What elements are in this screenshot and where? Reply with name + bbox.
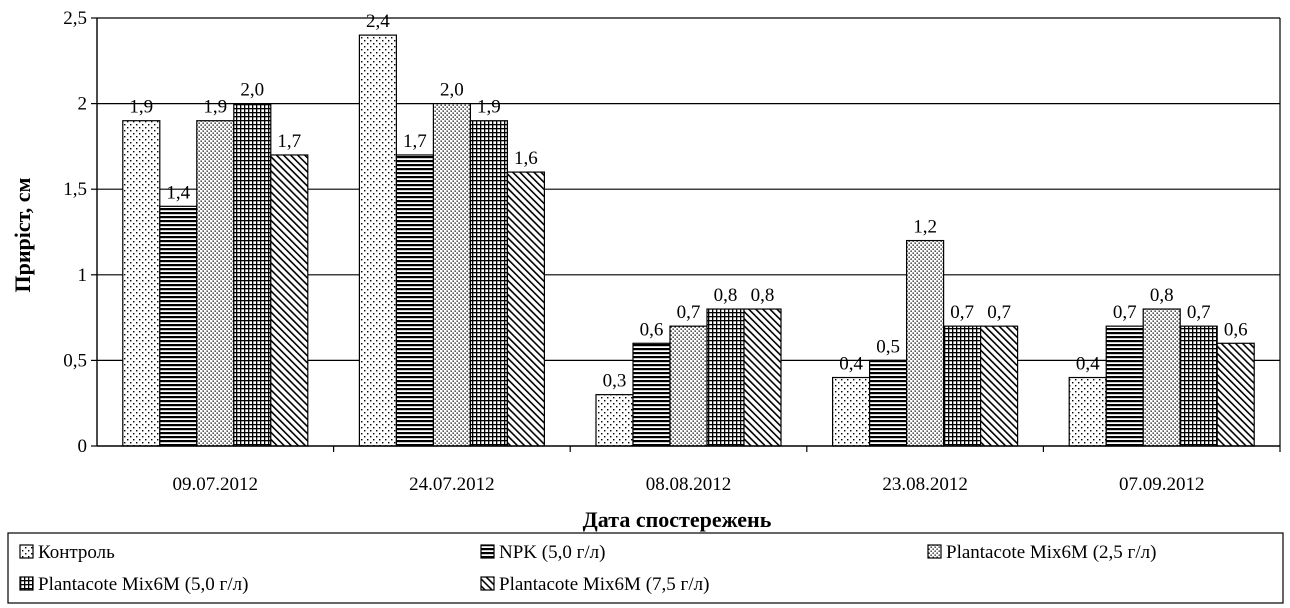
legend-swatch bbox=[480, 544, 495, 559]
data-label: 0,5 bbox=[876, 336, 900, 357]
x-tick-label: 09.07.2012 bbox=[173, 474, 259, 495]
data-label: 2,0 bbox=[440, 80, 464, 101]
bar bbox=[831, 376, 871, 447]
bar bbox=[669, 325, 708, 447]
x-axis: 09.07.2012 24.07.2012 08.08.2012 23.08.2012… bbox=[97, 445, 1281, 495]
x-tick-label: 08.08.2012 bbox=[646, 474, 732, 495]
bar bbox=[905, 239, 945, 447]
bar bbox=[595, 394, 634, 447]
bar bbox=[1105, 325, 1144, 447]
data-label: 0,4 bbox=[1076, 354, 1100, 375]
legend: Контроль NPK (5,0 г/л) Plantacote Mix6M (2… bbox=[7, 532, 1284, 604]
bar bbox=[1216, 342, 1255, 447]
bar bbox=[469, 120, 508, 447]
data-label: 0,7 bbox=[677, 302, 701, 323]
data-label: 1,2 bbox=[913, 217, 937, 238]
bar bbox=[743, 308, 782, 447]
y-tick-label: 0,5 bbox=[63, 350, 87, 371]
bar bbox=[1142, 308, 1181, 447]
x-axis-title: Дата спостережень bbox=[583, 507, 772, 532]
data-label: 0,7 bbox=[1187, 302, 1211, 323]
data-label: 1,6 bbox=[514, 148, 538, 169]
legend-label: Plantacote Mix6M (7,5 г/л) bbox=[499, 574, 709, 595]
bar bbox=[632, 342, 671, 447]
bar bbox=[358, 34, 397, 447]
data-labels: 1,9 1,4 1,9 2,0 1,7 2,4 1,7 2,0 1,9 1,6 0,3 0,6 0,7 0… bbox=[129, 11, 1247, 392]
legend-label: NPK (5,0 г/л) bbox=[499, 542, 605, 563]
data-label: 0,8 bbox=[714, 285, 738, 306]
bar bbox=[868, 359, 908, 447]
data-label: 1,7 bbox=[403, 131, 427, 152]
bar bbox=[506, 171, 545, 447]
x-tick-label: 07.09.2012 bbox=[1119, 474, 1205, 495]
bar bbox=[270, 154, 309, 447]
data-label: 0,6 bbox=[1224, 319, 1248, 340]
data-label: 1,4 bbox=[166, 182, 190, 203]
data-label: 2,0 bbox=[240, 80, 264, 101]
legend-swatch bbox=[19, 576, 34, 591]
bar bbox=[432, 102, 471, 447]
data-label: 1,9 bbox=[129, 97, 153, 118]
data-label: 2,4 bbox=[366, 11, 390, 32]
y-axis: 0 0,5 1 1,5 2 2,5 bbox=[63, 8, 98, 457]
data-label: 0,8 bbox=[751, 285, 775, 306]
data-label: 1,7 bbox=[277, 131, 301, 152]
bars bbox=[122, 34, 1255, 447]
legend-label: Контроль bbox=[38, 542, 115, 563]
data-label: 1,9 bbox=[203, 97, 227, 118]
bar bbox=[979, 325, 1019, 447]
bar bbox=[1179, 325, 1218, 447]
bar bbox=[1068, 376, 1107, 447]
y-tick-label: 2,5 bbox=[63, 8, 87, 29]
bar bbox=[942, 325, 982, 447]
data-label: 0,4 bbox=[839, 354, 863, 375]
legend-swatch bbox=[19, 544, 34, 559]
data-label: 0,3 bbox=[603, 371, 627, 392]
legend-label: Plantacote Mix6M (2,5 г/л) bbox=[946, 542, 1156, 563]
legend-swatch bbox=[480, 576, 495, 591]
data-label: 0,6 bbox=[640, 319, 664, 340]
bar bbox=[196, 120, 235, 447]
bar bbox=[122, 120, 161, 447]
y-tick-label: 1 bbox=[78, 265, 88, 286]
bar bbox=[159, 205, 198, 447]
data-label: 0,7 bbox=[987, 302, 1011, 323]
bar bbox=[233, 102, 272, 447]
data-label: 1,9 bbox=[477, 97, 501, 118]
legend-box bbox=[7, 532, 1284, 604]
data-label: 0,8 bbox=[1150, 285, 1174, 306]
y-tick-label: 1,5 bbox=[63, 179, 87, 200]
x-tick-label: 24.07.2012 bbox=[409, 474, 495, 495]
data-label: 0,7 bbox=[950, 302, 974, 323]
x-tick-label: 23.08.2012 bbox=[882, 474, 968, 495]
bar bbox=[395, 154, 434, 447]
legend-label: Plantacote Mix6M (5,0 г/л) bbox=[38, 574, 248, 595]
data-label: 0,7 bbox=[1113, 302, 1137, 323]
legend-swatch bbox=[927, 544, 942, 559]
bar bbox=[706, 308, 745, 447]
y-tick-label: 0 bbox=[78, 436, 88, 457]
y-axis-title: Приріст, см bbox=[10, 177, 35, 292]
y-tick-label: 2 bbox=[78, 94, 88, 115]
